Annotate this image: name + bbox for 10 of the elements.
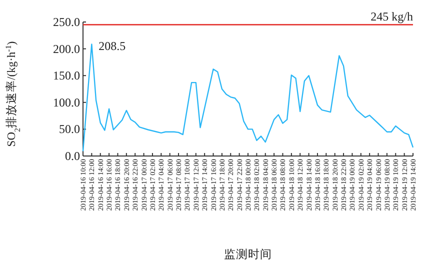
ref-line-label: 245 kg/h [370, 10, 413, 24]
annotation: 208.5 [98, 39, 126, 54]
y-tick-label: 0.0 [65, 149, 80, 163]
y-tick-label: 200.0 [53, 42, 80, 56]
line-series [82, 44, 414, 152]
y-tick-label: 50.0 [59, 122, 80, 136]
y-tick-label: 250.0 [53, 15, 80, 29]
x-axis-title: 监测时间 [224, 248, 272, 261]
y-tick-label: 100.0 [53, 95, 80, 110]
y-tick-label: 150.0 [53, 68, 80, 83]
